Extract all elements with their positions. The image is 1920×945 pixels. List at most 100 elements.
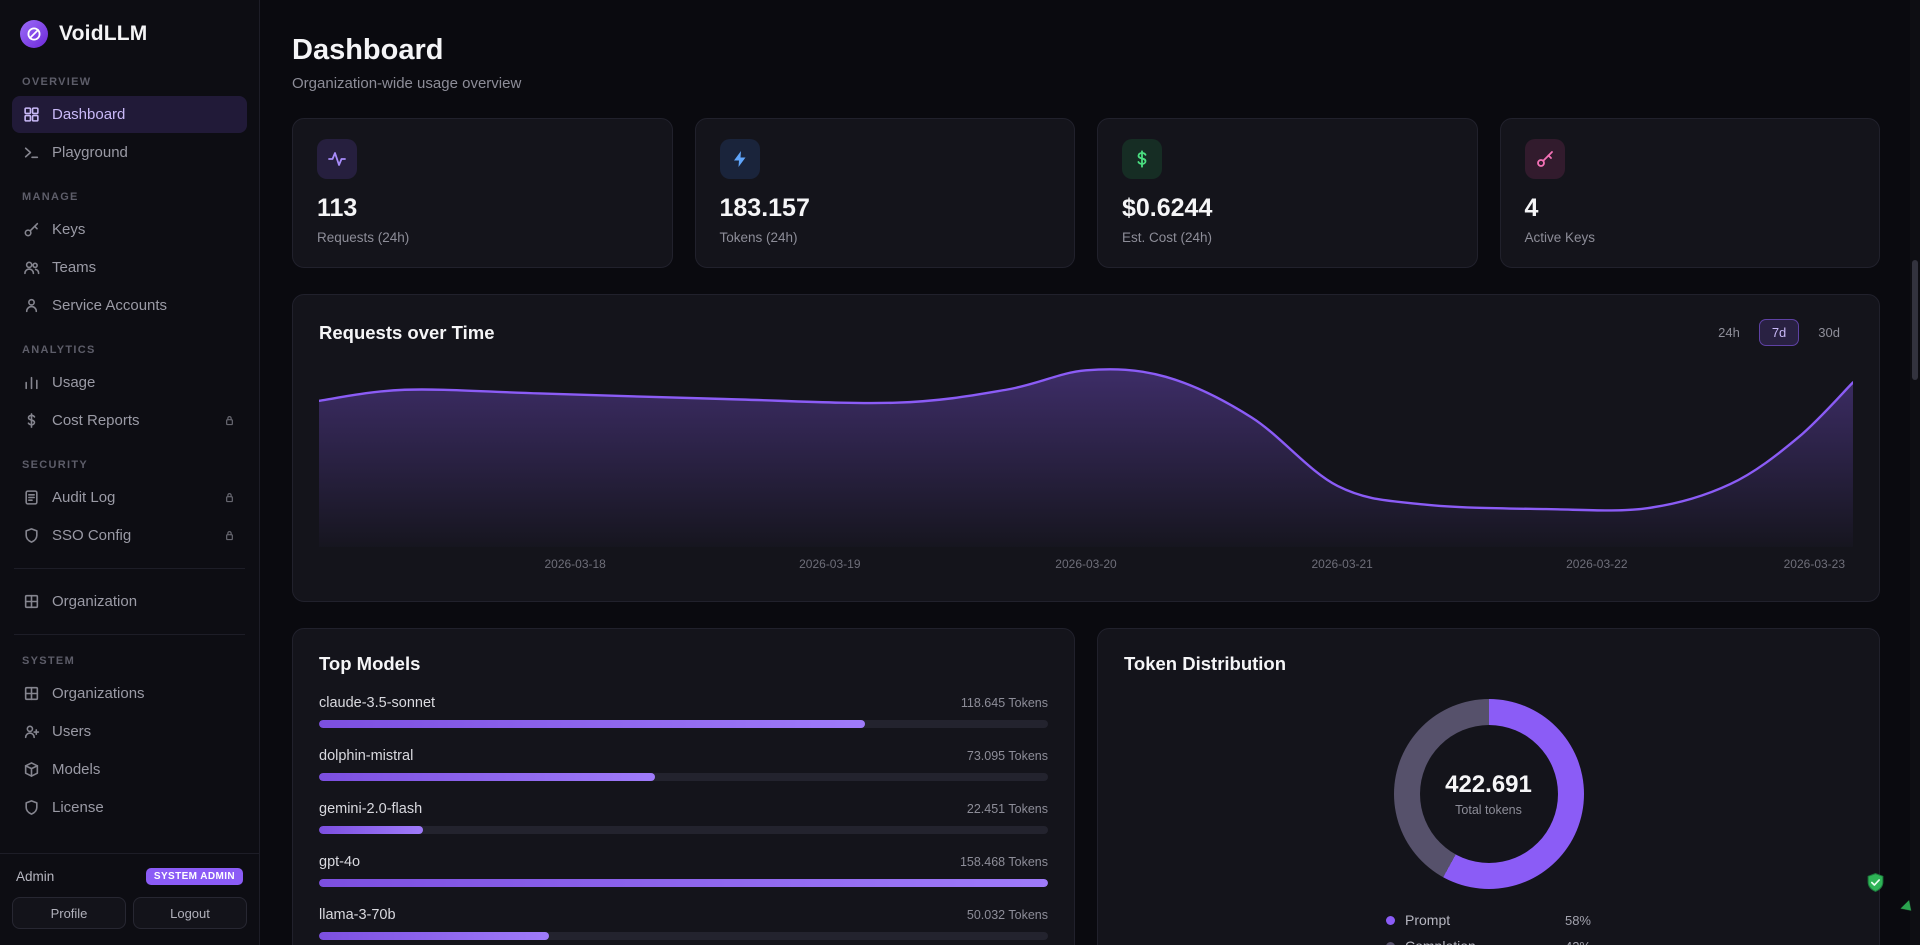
sidebar-item-playground[interactable]: Playground [12,134,247,171]
sidebar-item-label: Models [52,761,101,778]
lock-icon [223,491,236,504]
sidebar-item-teams[interactable]: Teams [12,249,247,286]
lock-icon [223,529,236,542]
sidebar-item-label: Playground [52,144,128,161]
stat-label: Requests (24h) [317,230,410,245]
page-subtitle: Organization-wide usage overview [292,75,522,92]
model-name: gpt-4o [319,854,361,870]
sidebar-item-keys[interactable]: Keys [12,211,247,248]
sidebar-item-label: License [52,799,104,816]
legend-dot [1386,915,1395,925]
stat-value: 183.157 [719,194,810,222]
model-tokens: 158.468 Tokens [959,855,1048,869]
sidebar-item-sso-config[interactable]: SSO Config [12,517,247,554]
sidebar-item-license[interactable]: License [12,789,247,826]
sidebar-nav: OVERVIEW Dashboard Playground MANAGE Key… [0,56,259,853]
sidebar-item-label: SSO Config [52,527,132,544]
model-row: dolphin-mistral 73.095 Tokens [319,748,1048,781]
document-icon [23,489,40,506]
section-label-system: SYSTEM [22,655,76,667]
page-title: Dashboard [292,34,444,66]
time-range-switcher: 24h 7d 30d [1705,319,1853,346]
app-logo[interactable]: VoidLLM [0,0,259,56]
key-icon [23,221,40,238]
x-tick: 2026-03-22 [1566,557,1628,571]
sidebar-footer: Admin SYSTEM ADMIN Profile Logout [0,853,259,945]
sidebar-item-organization[interactable]: Organization [12,583,247,620]
model-row: gpt-4o 158.468 Tokens [319,854,1048,887]
stat-card-cost: $0.6244 Est. Cost (24h) [1097,118,1478,268]
org-grid-icon [23,685,40,702]
sidebar: VoidLLM OVERVIEW Dashboard Playground MA… [0,0,260,945]
x-tick: 2026-03-23 [1783,557,1846,571]
requests-line-chart [319,362,1853,547]
model-name: claude-3.5-sonnet [319,695,436,711]
sidebar-item-dashboard[interactable]: Dashboard [12,96,247,133]
stat-value: 4 [1524,194,1539,222]
sidebar-item-organizations[interactable]: Organizations [12,675,247,712]
sidebar-item-cost-reports[interactable]: Cost Reports [12,402,247,439]
lock-icon [223,414,236,427]
donut-total: 422.691 [1445,771,1532,798]
model-name: llama-3-70b [319,907,396,923]
range-30d-button[interactable]: 30d [1805,319,1853,346]
key-icon [1524,139,1565,179]
legend-pct: 58% [1564,912,1591,928]
legend-dot [1386,941,1395,945]
sidebar-item-audit-log[interactable]: Audit Log [12,479,247,516]
top-models-panel: Top Models claude-3.5-sonnet 118.645 Tok… [292,628,1075,945]
grid-icon [23,106,40,123]
legend-pct: 42% [1565,939,1591,945]
shield-overlay-icon[interactable] [1865,872,1886,893]
legend-label: Completion [1405,938,1476,945]
x-tick: 2026-03-18 [544,557,606,571]
stat-value: $0.6244 [1122,194,1213,222]
range-24h-button[interactable]: 24h [1705,319,1753,346]
stat-label: Active Keys [1524,230,1596,245]
user-badge-icon [23,297,40,314]
model-bar-fill [319,773,656,781]
range-7d-button[interactable]: 7d [1758,319,1800,346]
stat-value: 113 [317,194,358,222]
sidebar-item-service-accounts[interactable]: Service Accounts [12,287,247,324]
model-tokens: 118.645 Tokens [960,696,1048,710]
section-label-overview: OVERVIEW [22,76,92,88]
sidebar-item-label: Service Accounts [52,297,168,314]
users-icon [23,259,40,276]
sidebar-item-models[interactable]: Models [12,751,247,788]
bottom-grid: Top Models claude-3.5-sonnet 118.645 Tok… [292,628,1880,945]
x-tick: 2026-03-21 [1311,557,1373,571]
dollar-icon [23,412,40,429]
sidebar-item-label: Teams [52,259,97,276]
requests-chart [319,362,1853,547]
legend-label: Prompt [1405,912,1451,928]
sidebar-item-usage[interactable]: Usage [12,364,247,401]
profile-button[interactable]: Profile [12,897,126,929]
x-tick: 2026-03-19 [799,557,861,571]
stat-card-requests: 113 Requests (24h) [292,118,673,268]
sidebar-item-label: Keys [52,221,86,238]
dollar-icon [1122,139,1162,179]
x-tick: 2026-03-20 [1055,557,1117,571]
stat-card-tokens: 183.157 Tokens (24h) [694,118,1075,268]
sidebar-item-users[interactable]: Users [12,713,247,750]
model-tokens: 50.032 Tokens [966,908,1048,922]
activity-icon [317,139,357,179]
sidebar-item-label: Users [52,723,92,740]
scrollbar-thumb[interactable] [1912,260,1918,380]
section-label-security: SECURITY [22,459,89,471]
section-label-analytics: ANALYTICS [22,344,96,356]
logout-button[interactable]: Logout [133,897,247,929]
model-row: llama-3-70b 50.032 Tokens [319,907,1048,940]
donut-sublabel: Total tokens [1455,803,1522,817]
org-grid-icon [23,593,40,610]
role-badge: SYSTEM ADMIN [145,868,243,885]
scrollbar-track[interactable] [1910,0,1920,945]
model-bar-fill [319,879,1048,887]
model-bar-track [319,773,1048,781]
bar-chart-icon [23,374,40,391]
sidebar-item-label: Organizations [52,685,145,702]
model-bar-track [319,826,1048,834]
model-name: dolphin-mistral [319,748,414,764]
